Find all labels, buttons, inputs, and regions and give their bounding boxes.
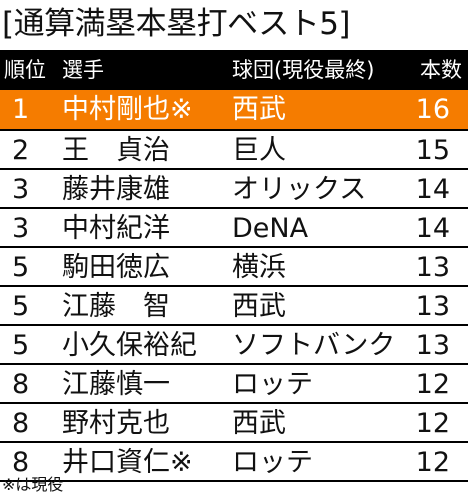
count-cell: 13 (415, 291, 450, 322)
table-row: 1 中村剛也※ 西武 16 (0, 90, 468, 131)
team-cell: 西武 (232, 94, 286, 125)
name-cell: 中村剛也※ (62, 94, 193, 125)
team-cell: 横浜 (232, 252, 286, 283)
table-row: 2 王 貞治 巨人 15 (0, 131, 468, 170)
name-cell: 井口資仁※ (62, 447, 193, 478)
table-row: 5 駒田徳広 横浜 13 (0, 248, 468, 287)
table-row: 8 江藤慎一 ロッテ 12 (0, 365, 468, 404)
count-cell: 13 (415, 252, 450, 283)
count-cell: 12 (415, 369, 450, 400)
team-cell: DeNA (232, 213, 309, 244)
ranking-table: 順位 選手 球団(現役最終) 本数 1 中村剛也※ 西武 16 2 王 貞治 巨人 15 3 藤井… (0, 50, 468, 482)
page-title: [通算満塁本塁打ベスト5] (2, 6, 351, 42)
table-header: 順位 選手 球団(現役最終) 本数 (0, 50, 468, 90)
table-row: 8 野村克也 西武 12 (0, 404, 468, 443)
team-cell: オリックス (232, 174, 367, 205)
count-cell: 12 (415, 447, 450, 478)
rank-cell: 5 (12, 252, 30, 283)
rank-cell: 3 (12, 213, 30, 244)
count-cell: 14 (415, 213, 450, 244)
table-row: 3 中村紀洋 DeNA 14 (0, 209, 468, 248)
rank-cell: 8 (12, 369, 30, 400)
table-body: 1 中村剛也※ 西武 16 2 王 貞治 巨人 15 3 藤井康雄 オリックス 14 3 中村紀洋 DeNA… (0, 90, 468, 482)
table-row: 3 藤井康雄 オリックス 14 (0, 170, 468, 209)
team-cell: ロッテ (232, 369, 313, 400)
table-row: 8 井口資仁※ ロッテ 12 (0, 443, 468, 482)
rank-cell: 1 (12, 94, 30, 125)
name-cell: 王 貞治 (62, 135, 170, 166)
table-row: 5 小久保裕紀 ソフトバンク 13 (0, 326, 468, 365)
name-cell: 藤井康雄 (62, 174, 170, 205)
rank-cell: 5 (12, 330, 30, 361)
name-cell: 江藤慎一 (62, 369, 170, 400)
count-cell: 12 (415, 408, 450, 439)
table-row: 5 江藤 智 西武 13 (0, 287, 468, 326)
rank-cell: 2 (12, 135, 30, 166)
team-cell: ロッテ (232, 447, 313, 478)
count-cell: 15 (415, 135, 450, 166)
count-cell: 16 (415, 94, 450, 125)
footnote: ※は現役 (2, 475, 64, 494)
rank-cell: 3 (12, 174, 30, 205)
name-cell: 小久保裕紀 (62, 330, 197, 361)
name-cell: 江藤 智 (62, 291, 170, 322)
name-cell: 駒田徳広 (62, 252, 170, 283)
team-cell: ソフトバンク (232, 330, 396, 361)
rank-cell: 8 (12, 408, 30, 439)
name-cell: 野村克也 (62, 408, 170, 439)
rank-cell: 8 (12, 447, 30, 478)
team-cell: 西武 (232, 408, 286, 439)
header-team: 球団(現役最終) (232, 58, 375, 82)
team-cell: 巨人 (232, 135, 286, 166)
rank-cell: 5 (12, 291, 30, 322)
header-name: 選手 (62, 58, 104, 82)
name-cell: 中村紀洋 (62, 213, 170, 244)
header-rank: 順位 (4, 58, 46, 82)
team-cell: 西武 (232, 291, 286, 322)
count-cell: 13 (415, 330, 450, 361)
count-cell: 14 (415, 174, 450, 205)
header-count: 本数 (420, 58, 462, 82)
